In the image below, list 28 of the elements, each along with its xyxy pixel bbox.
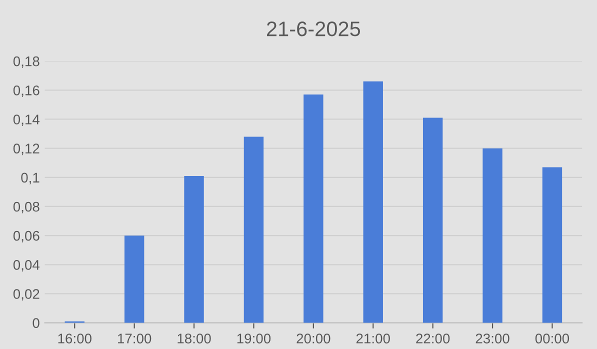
x-tick-label: 22:00	[416, 334, 450, 344]
y-tick-label: 0,08	[13, 202, 40, 214]
y-tick-label: 0,04	[13, 260, 40, 272]
x-tick-label: 18:00	[178, 334, 211, 344]
x-tick-label: 16:00	[58, 334, 92, 344]
y-tick-label: 0,16	[13, 85, 40, 97]
bar	[304, 94, 324, 323]
chart-title: 21-6-2025	[266, 22, 360, 36]
bar	[184, 176, 204, 323]
y-tick-label: 0,06	[13, 230, 40, 242]
bar	[422, 118, 443, 323]
bar	[363, 81, 383, 323]
bar	[482, 148, 502, 323]
x-tick-label: 20:00	[296, 334, 330, 344]
bar	[244, 136, 264, 323]
y-tick-label: 0,14	[13, 114, 40, 126]
x-tick-label: 23:00	[476, 334, 510, 344]
y-tick-label: 0,02	[13, 289, 40, 301]
y-tick-label: 0,18	[13, 56, 40, 68]
x-tick-label: 17:00	[118, 334, 152, 344]
y-tick-label: 0	[32, 318, 40, 328]
x-tick-label: 00:00	[535, 334, 570, 344]
x-tick-label: 21:00	[356, 334, 390, 344]
bar	[124, 236, 144, 323]
y-tick-label: 0,12	[13, 144, 40, 156]
bar	[542, 167, 562, 323]
y-tick-label: 0,1	[21, 172, 40, 184]
x-tick-label: 19:00	[237, 334, 271, 344]
